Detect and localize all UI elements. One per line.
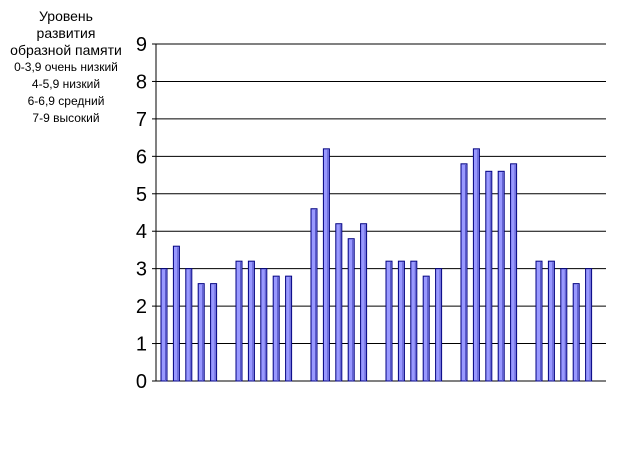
y-tick-label: 2 bbox=[136, 296, 147, 318]
bar bbox=[410, 260, 418, 382]
bar bbox=[460, 163, 468, 382]
bar bbox=[547, 260, 555, 382]
scale-note-very-low: 0-3,9 очень низкий bbox=[14, 60, 118, 74]
bar bbox=[585, 268, 593, 382]
y-axis-title: Уровень развития образной памяти 0-3,9 о… bbox=[0, 8, 132, 127]
y-tick-label: 5 bbox=[136, 184, 147, 206]
bar bbox=[472, 148, 480, 382]
bar bbox=[435, 268, 443, 382]
y-tick-label: 0 bbox=[136, 371, 147, 393]
bar bbox=[535, 260, 543, 382]
bar bbox=[335, 223, 343, 382]
scale-note-medium: 6-6,9 средний bbox=[27, 94, 105, 108]
y-title-line-3: образной памяти bbox=[10, 42, 122, 58]
bar bbox=[560, 268, 568, 382]
y-tick-label: 1 bbox=[136, 334, 147, 356]
bar bbox=[347, 238, 355, 382]
bar bbox=[185, 268, 193, 382]
scale-note-high: 7-9 высокий bbox=[32, 111, 100, 125]
bar bbox=[272, 275, 280, 382]
bar bbox=[285, 275, 293, 382]
y-title-line-2: развития bbox=[36, 25, 96, 41]
y-tick-label: 9 bbox=[136, 34, 147, 56]
y-title-line-1: Уровень bbox=[39, 8, 93, 24]
bar bbox=[197, 283, 205, 382]
bar bbox=[235, 260, 243, 382]
bar bbox=[210, 283, 218, 382]
bar bbox=[310, 208, 318, 382]
y-tick-label: 4 bbox=[136, 221, 147, 243]
bar bbox=[510, 163, 518, 382]
scale-note-low: 4-5,9 низкий bbox=[31, 77, 101, 91]
bar bbox=[160, 268, 168, 382]
bar bbox=[497, 170, 505, 382]
y-tick-label: 7 bbox=[136, 109, 147, 131]
bar bbox=[385, 260, 393, 382]
bar bbox=[172, 245, 180, 382]
bar bbox=[397, 260, 405, 382]
y-tick-label: 8 bbox=[136, 71, 147, 93]
y-tick-label: 6 bbox=[136, 146, 147, 168]
bar bbox=[422, 275, 430, 382]
y-tick-label: 3 bbox=[136, 259, 147, 281]
bar bbox=[572, 283, 580, 382]
bar bbox=[260, 268, 268, 382]
bar bbox=[322, 148, 330, 382]
bar bbox=[247, 260, 255, 382]
bar bbox=[485, 170, 493, 382]
bar bbox=[360, 223, 368, 382]
